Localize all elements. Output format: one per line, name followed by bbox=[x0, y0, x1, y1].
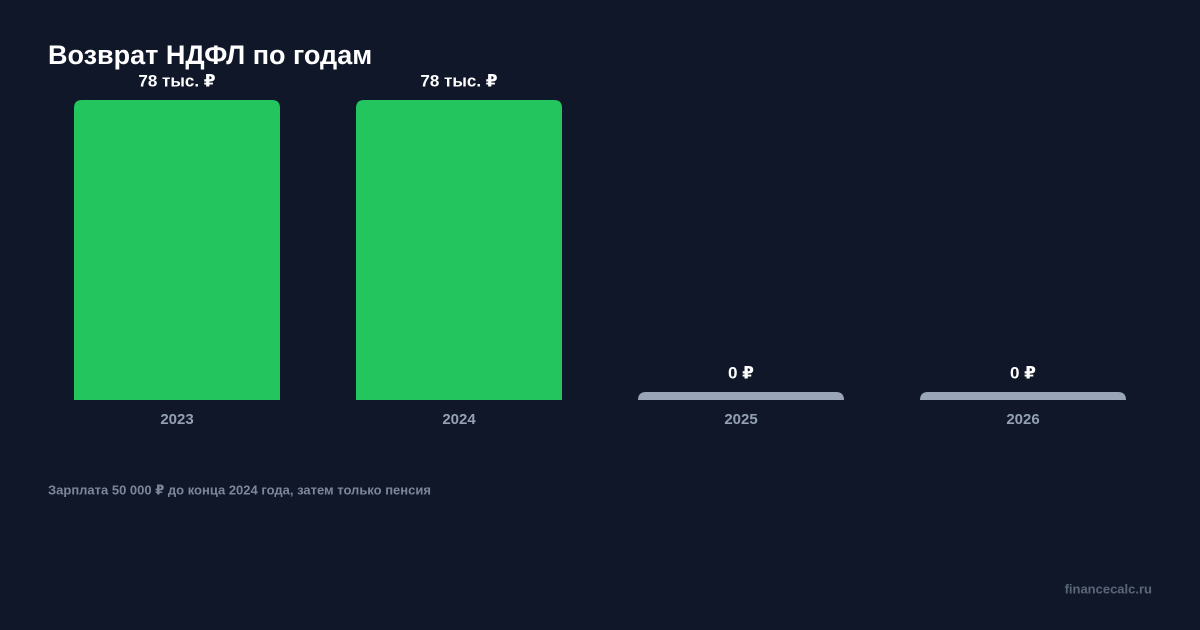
x-tick-label: 2025 bbox=[724, 411, 757, 428]
x-tick-label: 2023 bbox=[160, 411, 193, 428]
x-tick-label: 2024 bbox=[442, 411, 476, 428]
note: Зарплата 50 000 ₽ до конца 2024 года, за… bbox=[48, 482, 431, 497]
bar bbox=[356, 100, 562, 400]
value-label: 0 ₽ bbox=[1010, 363, 1036, 382]
source: financecalc.ru bbox=[1065, 581, 1152, 596]
chart-title: Возврат НДФЛ по годам bbox=[48, 40, 372, 70]
value-label: 0 ₽ bbox=[728, 363, 754, 382]
x-tick-label: 2026 bbox=[1006, 411, 1039, 428]
bar bbox=[74, 100, 280, 400]
bar bbox=[638, 392, 844, 400]
value-label: 78 тыс. ₽ bbox=[138, 71, 215, 90]
value-label: 78 тыс. ₽ bbox=[420, 71, 497, 90]
bar bbox=[920, 392, 1126, 400]
